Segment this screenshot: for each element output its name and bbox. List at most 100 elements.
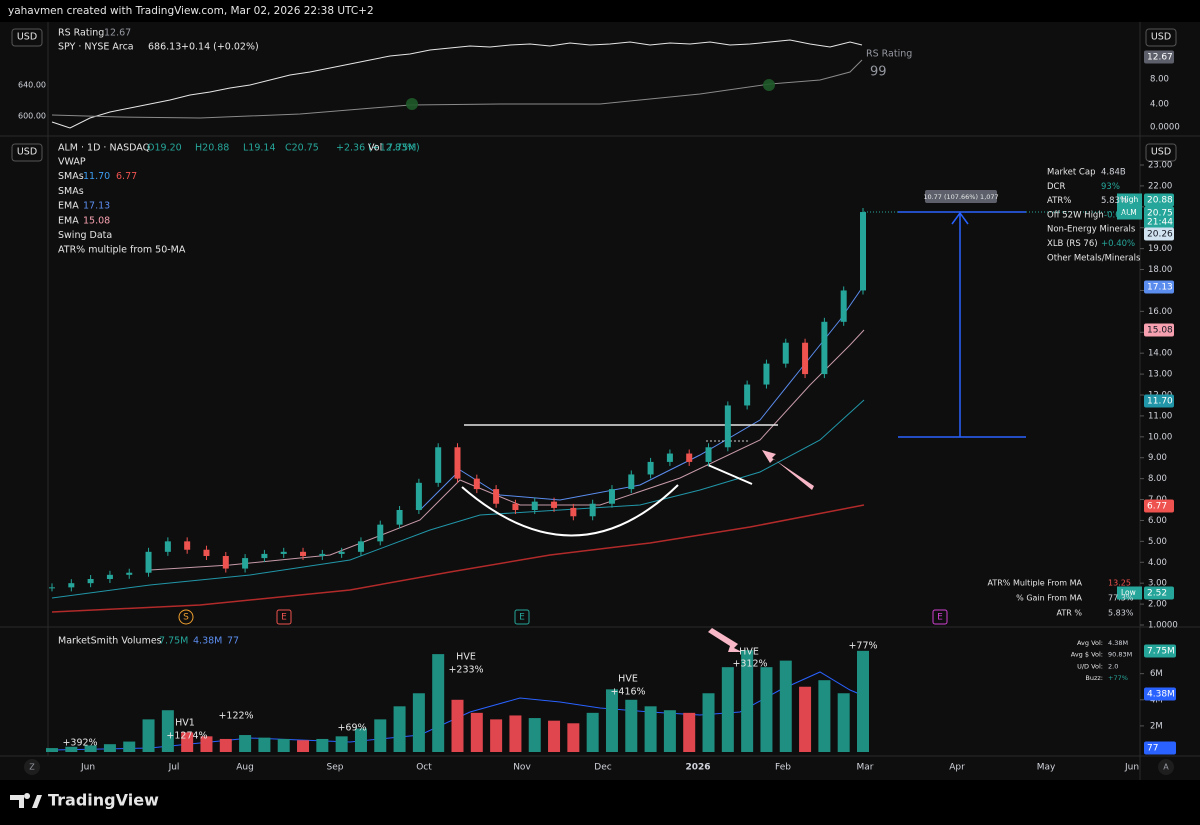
price-tag-name-box bbox=[1117, 206, 1142, 220]
price-tag: 6.77 bbox=[1147, 502, 1167, 512]
ema-line bbox=[149, 329, 865, 571]
volume-bar bbox=[297, 740, 310, 752]
info-label: Off 52W High bbox=[1047, 210, 1104, 220]
volume-stat-label: Buzz: bbox=[1085, 674, 1103, 682]
candle bbox=[589, 503, 596, 517]
info-label: Market Cap bbox=[1047, 168, 1095, 178]
spy-line bbox=[51, 39, 863, 129]
y-tick-label: 22.00 bbox=[1148, 181, 1172, 191]
candle bbox=[415, 482, 422, 510]
rs-axis-label: 8.00 bbox=[1150, 75, 1169, 85]
volume-bar bbox=[258, 737, 271, 752]
price-tag: 15.08 bbox=[1147, 326, 1173, 336]
event-marker[interactable] bbox=[514, 609, 530, 625]
candle bbox=[396, 510, 403, 525]
currency-button[interactable] bbox=[1145, 28, 1177, 47]
rs-label: RS Rating bbox=[58, 28, 104, 39]
indicator-name: Swing Data bbox=[58, 230, 112, 241]
x-axis-label: Jun bbox=[1124, 763, 1139, 773]
volume-bar bbox=[818, 680, 831, 752]
sma-200-line bbox=[51, 504, 865, 613]
volume-bar bbox=[142, 719, 155, 752]
x-axis-label: Aug bbox=[236, 763, 254, 773]
price-tag: 17.13 bbox=[1147, 283, 1173, 293]
currency-button[interactable] bbox=[11, 28, 43, 47]
volume-annotation: HVE bbox=[456, 652, 476, 663]
volume-bar bbox=[567, 723, 580, 752]
candle bbox=[782, 342, 789, 364]
volume-bar bbox=[123, 741, 136, 752]
spy-axis-label: 640.00 bbox=[18, 81, 46, 90]
volume-bar bbox=[548, 720, 561, 752]
event-label: E bbox=[519, 613, 525, 623]
info-value: +0.40% bbox=[1101, 239, 1135, 249]
measure-arrowhead bbox=[951, 211, 969, 225]
volume-bar bbox=[412, 693, 425, 752]
cup-curve bbox=[461, 484, 679, 537]
candle bbox=[145, 551, 152, 573]
sma-50-line bbox=[51, 399, 865, 599]
candle bbox=[435, 447, 442, 483]
x-axis-label: Nov bbox=[513, 763, 531, 773]
brand-logo bbox=[10, 793, 42, 808]
volume-bar bbox=[470, 712, 483, 752]
indicator-value: 17.13 bbox=[83, 201, 110, 212]
event-marker[interactable] bbox=[276, 609, 292, 625]
pink-arrow-volume bbox=[708, 628, 742, 652]
info-value: 5.83% bbox=[1101, 196, 1128, 206]
volume-legend-value: 4.38M bbox=[193, 636, 222, 647]
price-tag-name-box bbox=[1117, 193, 1142, 207]
legend-change: +2.36 (+12.83%) bbox=[336, 143, 420, 154]
candle bbox=[377, 524, 384, 542]
stat-value: 13.25 bbox=[1108, 579, 1131, 588]
y-tick-label: 23.00 bbox=[1148, 161, 1172, 171]
volume-bar bbox=[393, 706, 406, 752]
event-marker[interactable] bbox=[178, 609, 194, 625]
rs-value: 12.67 bbox=[104, 28, 131, 39]
volume-stat-value: +77% bbox=[1108, 674, 1128, 682]
event-marker[interactable] bbox=[932, 609, 948, 625]
volume-annotation: +233% bbox=[448, 665, 483, 676]
volume-tag-box bbox=[1144, 687, 1176, 701]
volume-bar bbox=[605, 689, 618, 752]
candle bbox=[357, 541, 364, 552]
stat-label: ATR % bbox=[1057, 609, 1083, 618]
scale-button[interactable] bbox=[1158, 759, 1174, 775]
candle bbox=[686, 453, 693, 462]
currency-button[interactable] bbox=[11, 143, 43, 162]
rs-line-value: 99 bbox=[870, 65, 887, 80]
info-label: ATR% bbox=[1047, 196, 1071, 206]
volume-bar bbox=[219, 738, 232, 752]
price-tag: 2.52 bbox=[1147, 589, 1167, 599]
volume-bar bbox=[239, 735, 252, 752]
header-text: yahavmen created with TradingView.com, M… bbox=[8, 5, 374, 17]
spy-symbol: SPY · NYSE Arca bbox=[58, 42, 134, 53]
volume-annotation: HV1 bbox=[175, 718, 195, 729]
volume-title: MarketSmith Volumes bbox=[58, 636, 162, 647]
volume-y-tick-label: 2M bbox=[1150, 721, 1163, 731]
volume-bar bbox=[181, 732, 194, 752]
rs-line bbox=[51, 59, 863, 119]
scale-button-label: Z bbox=[29, 763, 35, 772]
volume-annotation: +416% bbox=[610, 687, 645, 698]
volume-bar bbox=[354, 728, 367, 752]
candle bbox=[647, 461, 654, 475]
candle bbox=[821, 321, 828, 375]
candle bbox=[608, 489, 615, 504]
volume-bar bbox=[760, 667, 773, 752]
price-tag: 20.75 bbox=[1147, 209, 1173, 219]
y-tick-label: 1.0000 bbox=[1148, 621, 1178, 631]
price-tag-name-box bbox=[1117, 586, 1142, 600]
volume-tag: 7.75M bbox=[1147, 647, 1175, 657]
y-tick-label: 13.00 bbox=[1148, 370, 1172, 380]
price-tag-box bbox=[1144, 193, 1174, 207]
currency-button[interactable] bbox=[1145, 143, 1177, 162]
indicator-value: 11.70 bbox=[83, 171, 110, 182]
volume-bar bbox=[335, 736, 348, 752]
x-axis-label: Jul bbox=[168, 763, 180, 773]
y-tick-label: 14.00 bbox=[1148, 349, 1172, 359]
y-tick-label: 16.00 bbox=[1148, 307, 1172, 317]
indicator-name: ATR% multiple from 50-MA bbox=[58, 245, 186, 256]
scale-button[interactable] bbox=[24, 759, 40, 775]
candle bbox=[338, 551, 345, 554]
